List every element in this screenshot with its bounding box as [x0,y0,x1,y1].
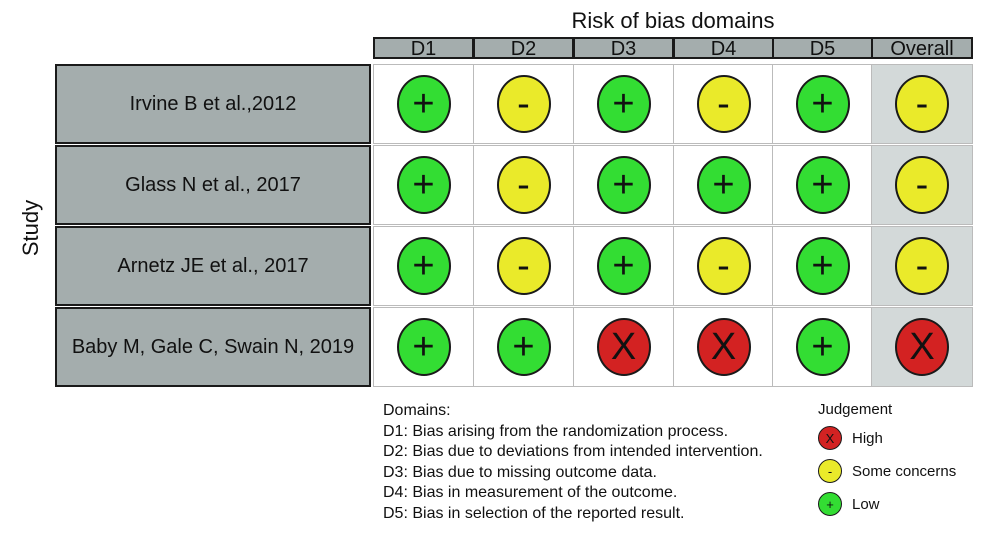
judgement-cell: - [473,64,574,144]
judgement-cell: + [772,307,873,387]
judgement-low-marker: + [795,237,850,295]
judgement-low-marker: + [396,318,451,376]
column-header-d4: D4 [673,37,774,59]
column-header-overall: Overall [871,37,973,59]
judgement-cell: X [673,307,774,387]
judgement-low-marker: + [795,75,850,133]
judgement-cell: + [373,145,474,225]
legend-item-label: Some concerns [852,462,957,480]
judgement-low-marker: + [795,156,850,214]
judgement-cell: X [871,307,973,387]
judgement-cell: + [373,307,474,387]
judgement-cell: - [673,226,774,306]
domains-legend-title: Domains: [383,402,451,419]
domain-description-d4: D4: Bias in measurement of the outcome. [383,484,678,501]
judgement-high-marker: X [895,318,949,376]
judgement-some-marker: - [895,75,949,133]
judgement-cell: + [573,226,674,306]
judgement-some-marker: - [496,156,551,214]
judgement-low-marker: + [795,318,850,376]
judgement-legend: Judgement X High - Some concerns + Low [818,401,956,525]
domain-description-d1: D1: Bias arising from the randomization … [383,422,729,440]
judgement-cell: + [473,307,574,387]
judgement-low-marker: + [396,75,451,133]
judgement-cell: + [772,226,873,306]
judgement-some-marker: - [895,237,949,295]
legend-high-marker: X [818,426,842,450]
legend-item-label: Low [852,495,880,513]
judgement-cell: - [871,145,973,225]
domains-legend: Domains: D1: Bias arising from the rando… [383,401,763,524]
study-label: Glass N et al., 2017 [55,145,371,225]
legend-item-label: High [852,429,883,447]
judgement-some-marker: - [895,156,949,214]
legend-item-high: X High [818,426,956,450]
domain-description-d2: D2: Bias due to deviations from intended… [383,443,763,460]
study-label: Arnetz JE et al., 2017 [55,226,371,306]
judgement-cell: - [473,145,574,225]
chart-title: Risk of bias domains [571,8,775,33]
judgement-cell: + [573,145,674,225]
judgement-cell: X [573,307,674,387]
judgement-cell: + [373,64,474,144]
judgement-cell: - [871,226,973,306]
judgement-low-marker: + [696,156,751,214]
judgement-some-marker: - [696,75,751,133]
column-header-d5: D5 [772,37,873,59]
judgement-cell: + [673,145,774,225]
y-axis-label: Study [18,199,43,257]
column-header-d2: D2 [473,37,574,59]
study-label: Baby M, Gale C, Swain N, 2019 [55,307,371,387]
judgement-high-marker: X [696,318,751,376]
judgement-low-marker: + [396,156,451,214]
judgement-low-marker: + [596,156,651,214]
legend-some-marker: - [818,459,842,483]
judgement-some-marker: - [496,75,551,133]
judgement-some-marker: - [496,237,551,295]
judgement-cell: - [473,226,574,306]
column-header-d3: D3 [573,37,674,59]
column-header-d1: D1 [373,37,474,59]
judgement-some-marker: - [696,237,751,295]
judgement-cell: + [772,64,873,144]
judgement-low-marker: + [596,75,651,133]
judgement-cell: + [573,64,674,144]
judgement-cell: + [772,145,873,225]
judgement-low-marker: + [396,237,451,295]
study-label: Irvine B et al.,2012 [55,64,371,144]
judgement-high-marker: X [596,318,651,376]
legend-item-some: - Some concerns [818,459,956,483]
domain-description-d3: D3: Bias due to missing outcome data. [383,463,657,481]
legend-item-low: + Low [818,492,956,516]
judgement-cell: + [373,226,474,306]
judgement-low-marker: + [596,237,651,295]
legend-low-marker: + [818,492,842,516]
judgement-cell: - [673,64,774,144]
judgement-legend-title: Judgement [818,401,893,418]
domain-description-d5: D5: Bias in selection of the reported re… [383,504,685,522]
judgement-low-marker: + [496,318,551,376]
judgement-cell: - [871,64,973,144]
